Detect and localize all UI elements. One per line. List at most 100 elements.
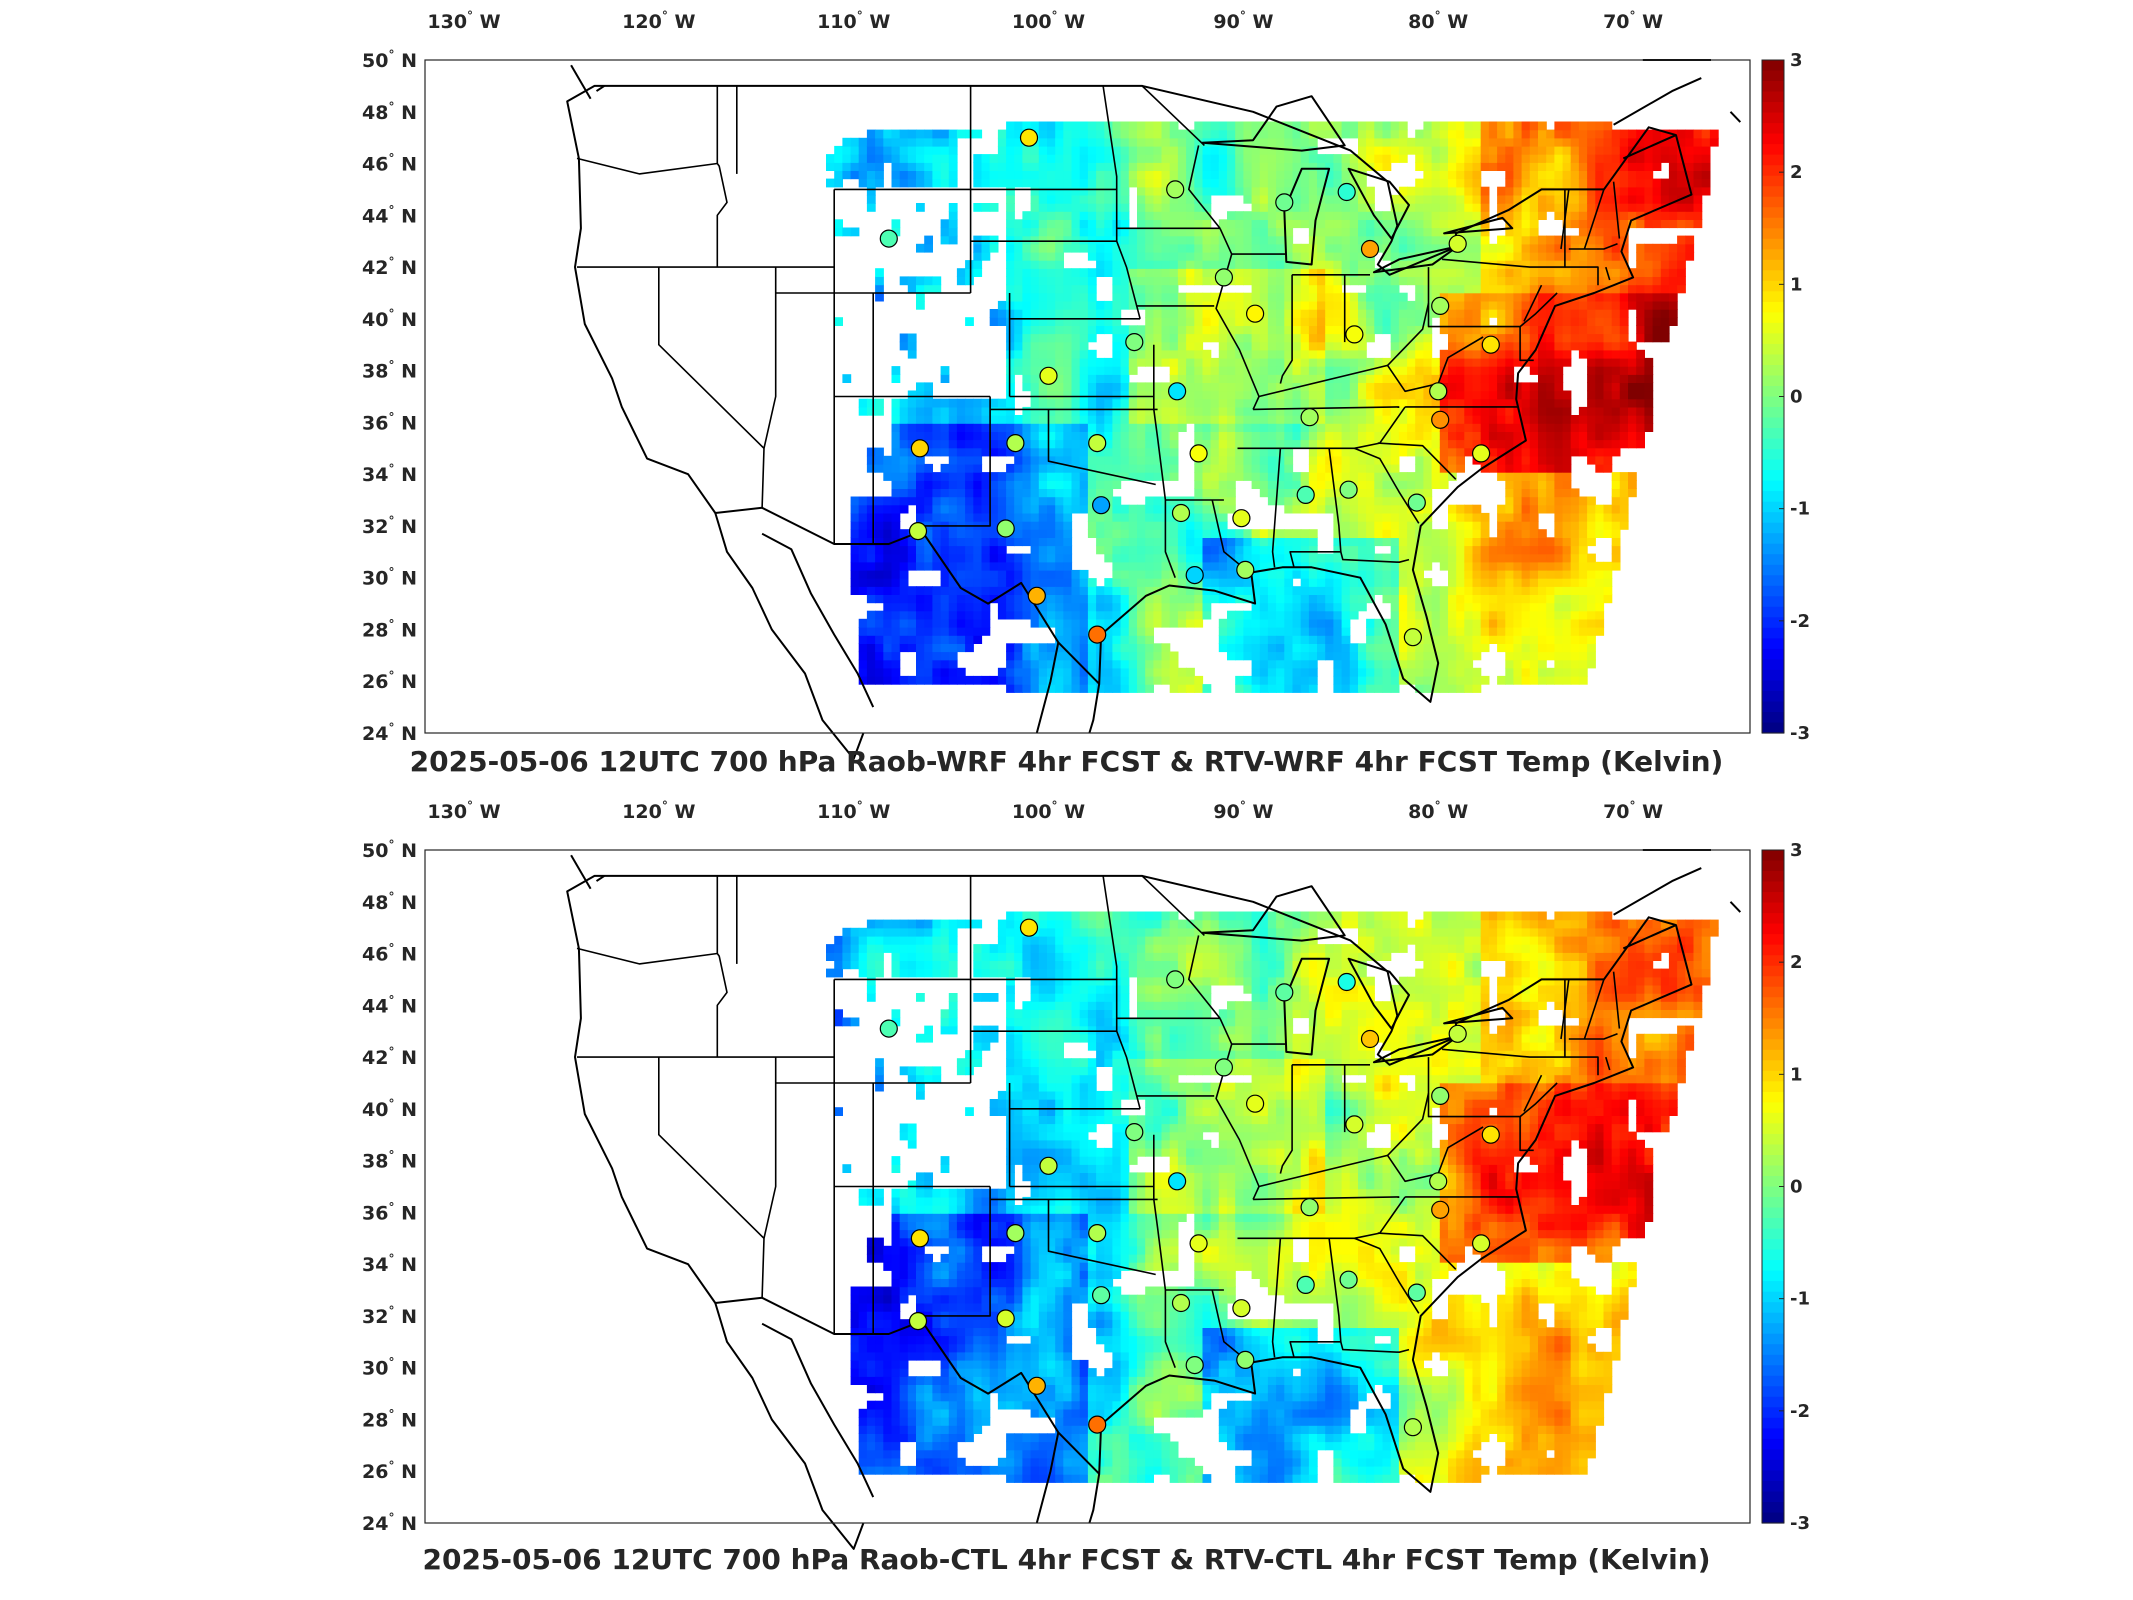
coastline [1729, 111, 1742, 123]
raob-station-marker [1360, 239, 1380, 259]
coastline [1613, 77, 1702, 126]
state-boundary [1279, 1064, 1293, 1174]
lat-tick-label: 32° N [362, 1304, 417, 1328]
raob-station-marker [1345, 325, 1364, 344]
lat-tick-label: 50° N [362, 838, 417, 862]
raob-station-marker [1039, 366, 1058, 385]
raob-station-marker [1429, 1172, 1448, 1191]
lon-tick-label: 80° W [1408, 799, 1468, 823]
lat-tick-label: 46° N [362, 152, 417, 176]
colorbar: 3 2 1 0 -1 -2 -3 [1761, 50, 1810, 744]
state-boundary [1271, 448, 1282, 568]
coastline [1622, 134, 1677, 160]
raob-station-marker [1339, 480, 1358, 499]
raob-station-marker [1171, 503, 1191, 523]
raob-stations [879, 128, 1500, 647]
lat-tick-label: 30° N [362, 1356, 417, 1380]
state-boundary [1102, 85, 1141, 320]
coastline [570, 64, 592, 100]
state-boundary [1153, 1134, 1167, 1291]
state-boundary [1215, 253, 1260, 410]
raob-station-marker [908, 1311, 928, 1331]
panel-title: 2025-05-06 12UTC 700 hPa Raob-WRF 4hr FC… [409, 745, 1724, 778]
state-boundary [1605, 1056, 1611, 1071]
mexico-coastline [714, 512, 865, 760]
colorbar-tick-label: 0 [1790, 1177, 1803, 1198]
raob-station-marker [1407, 493, 1426, 512]
state-boundary [1271, 1238, 1282, 1358]
colorbar-tick-label: -3 [1790, 723, 1810, 744]
raob-station-marker [1275, 193, 1294, 212]
forecast-field [826, 121, 1719, 693]
raob-station-marker [1429, 382, 1448, 401]
raob-station-marker [1088, 625, 1107, 644]
raob-station-marker [1245, 1094, 1265, 1113]
state-boundary [658, 267, 765, 449]
raob-station-marker [1481, 1125, 1500, 1144]
mexico-coastline [761, 532, 875, 708]
map-boundaries [566, 59, 1742, 760]
lon-tick-label: 130° W [427, 799, 500, 823]
state-boundary [1583, 979, 1605, 1040]
raob-station-marker [1236, 1350, 1255, 1370]
raob-station-marker [1091, 1286, 1111, 1305]
state-boundary [1386, 1093, 1484, 1183]
lon-tick-label: 120° W [622, 799, 695, 823]
state-boundary [761, 267, 777, 508]
lat-tick-label: 44° N [362, 203, 417, 227]
lat-tick-label: 38° N [362, 1149, 417, 1173]
raob-station-marker [1471, 444, 1491, 463]
raob-station-marker [1275, 983, 1294, 1002]
state-boundary [1560, 189, 1570, 250]
lon-tick-label: 80° W [1408, 9, 1468, 33]
map-panel-ctl: 130° W 120° W 110° W 100° W 90° W 80° W 70° W 5… [0, 790, 2133, 1580]
state-boundary [716, 875, 728, 1058]
state-boundary [1141, 85, 1205, 146]
colorbar-tick-label: -3 [1790, 1513, 1810, 1534]
great-lake-outline [1201, 885, 1346, 942]
state-boundary [1188, 145, 1221, 229]
raob-station-marker [1403, 628, 1423, 647]
colorbar-tick-label: 1 [1790, 274, 1803, 295]
state-boundary [1153, 344, 1167, 501]
mexico-coastline [1035, 642, 1060, 734]
lon-tick-label: 90° W [1213, 9, 1273, 33]
raob-station-marker [879, 229, 898, 248]
raob-station-marker [908, 521, 928, 541]
lon-tick-label: 110° W [817, 9, 890, 33]
coastline [1622, 924, 1677, 950]
lat-tick-label: 48° N [362, 890, 417, 914]
state-boundary [716, 85, 728, 268]
state-boundary [1442, 189, 1566, 268]
raob-station-marker [1345, 1115, 1364, 1134]
raob-station-marker [1339, 1270, 1358, 1289]
raob-station-marker [1091, 496, 1111, 515]
state-boundary [1253, 1196, 1400, 1201]
great-lake-outline [1201, 95, 1346, 152]
raob-station-marker [1167, 382, 1187, 401]
coastline [1729, 901, 1742, 913]
raob-station-marker [1189, 1234, 1208, 1253]
state-boundary [761, 1057, 777, 1298]
map-axes-frame [424, 59, 1751, 734]
panel-title: 2025-05-06 12UTC 700 hPa Raob-CTL 4hr FC… [422, 1543, 1711, 1576]
coastline [570, 854, 592, 890]
raob-station-marker [996, 1309, 1015, 1328]
state-boundary [1377, 442, 1457, 480]
raob-station-marker [1300, 1198, 1319, 1217]
lon-tick-label: 120° W [622, 9, 695, 33]
raob-station-marker [1337, 972, 1356, 992]
raob-station-marker [1448, 234, 1467, 253]
raob-station-marker [1481, 335, 1500, 354]
coastline [1613, 867, 1702, 916]
lon-tick-label: 100° W [1012, 9, 1085, 33]
raob-station-marker [910, 439, 930, 458]
colorbar: 3 2 1 0 -1 -2 -3 [1761, 840, 1810, 1534]
colorbar-tick-label: -1 [1790, 1289, 1810, 1310]
raob-station-marker [1006, 1224, 1025, 1243]
raob-station-marker [1296, 1275, 1315, 1294]
raob-station-marker [1232, 1299, 1251, 1318]
lon-tick-label: 70° W [1603, 799, 1663, 823]
lat-tick-label: 26° N [362, 1459, 417, 1483]
lon-tick-label: 110° W [817, 799, 890, 823]
